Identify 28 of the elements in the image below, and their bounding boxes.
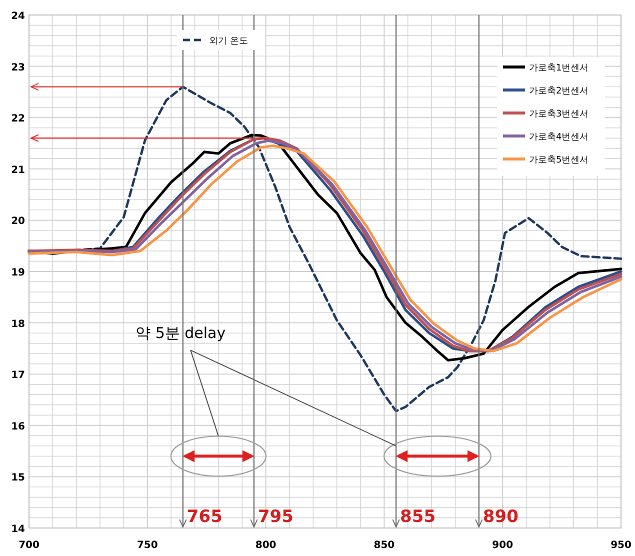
y-tick-label: 15 — [11, 472, 26, 484]
ref-line-label: 765 — [186, 507, 222, 527]
legend-label: 가로축3번센서 — [529, 110, 589, 120]
x-tick-label: 700 — [18, 540, 40, 551]
legend-label: 가로축2번센서 — [529, 86, 589, 96]
legend-label: 가로축5번센서 — [529, 156, 589, 166]
legend-label: 가로축4번센서 — [529, 132, 589, 142]
ref-line-label: 890 — [482, 507, 519, 527]
y-tick-label: 21 — [11, 164, 26, 176]
x-tick-label: 850 — [374, 540, 395, 551]
ref-line-label: 855 — [400, 507, 436, 527]
y-tick-label: 19 — [11, 268, 26, 278]
y-tick-label: 17 — [11, 370, 26, 382]
x-tick-label: 800 — [255, 540, 276, 551]
y-tick-label: 24 — [11, 11, 26, 22]
y-tick-label: 23 — [11, 62, 26, 74]
y-tick-label: 20 — [11, 216, 26, 228]
y-tick-label: 18 — [11, 318, 26, 330]
x-tick-label: 950 — [610, 540, 632, 551]
x-tick-label: 750 — [136, 540, 158, 551]
x-tick-label: 900 — [492, 540, 514, 551]
y-tick-label: 16 — [11, 421, 26, 432]
annotation: 약 5분 delay — [136, 324, 226, 342]
y-tick-label: 14 — [11, 524, 26, 535]
legend-label: 외기 온도 — [208, 36, 248, 46]
y-tick-label: 22 — [11, 114, 26, 125]
legend-label: 가로축1번센서 — [529, 64, 589, 74]
ref-line-label: 795 — [258, 507, 294, 527]
